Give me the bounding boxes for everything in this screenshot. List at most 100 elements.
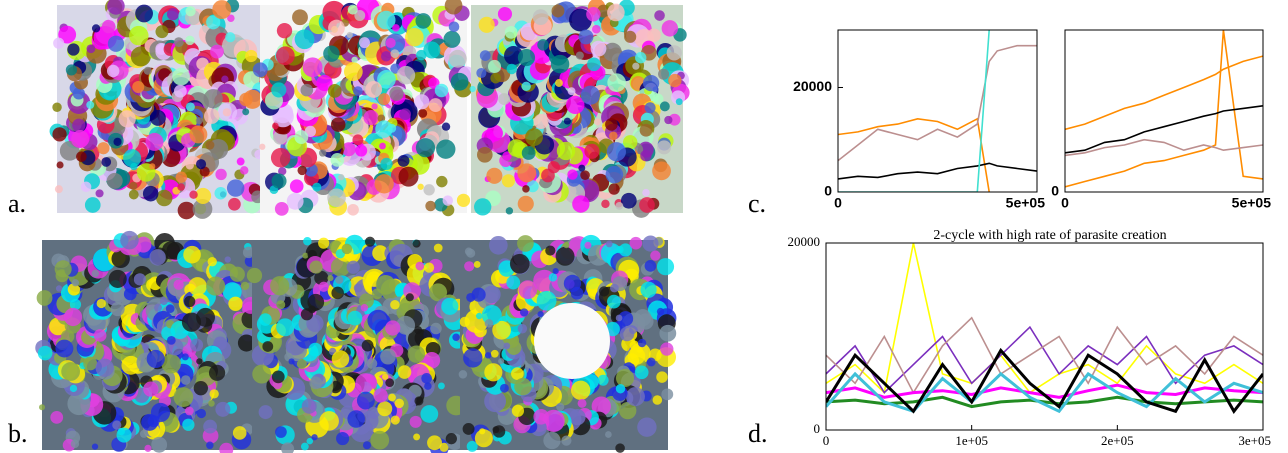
- texture-dot: [119, 110, 136, 127]
- texture-dot: [302, 399, 317, 414]
- line-chart: 005e+05: [1051, 30, 1271, 211]
- texture-dot: [474, 198, 491, 215]
- panel-label: d.: [748, 419, 768, 448]
- texture-dot: [190, 339, 203, 352]
- texture-dot: [196, 358, 202, 364]
- texture-dot: [129, 182, 137, 190]
- texture-dot: [578, 165, 585, 172]
- texture-dot: [140, 430, 148, 438]
- texture-dot: [132, 81, 144, 93]
- texture-dot: [676, 98, 683, 105]
- texture-dot: [332, 350, 350, 368]
- texture-dot: [178, 202, 196, 220]
- texture-dot: [107, 173, 123, 189]
- texture-dot: [237, 158, 245, 166]
- series-line: [826, 374, 1263, 411]
- texture-dot: [545, 245, 555, 255]
- texture-dot: [156, 190, 172, 206]
- texture-dot: [397, 66, 415, 84]
- texture-dot: [592, 25, 601, 34]
- series-line: [838, 119, 989, 192]
- texture-dot: [111, 302, 125, 316]
- texture-dot: [94, 329, 107, 342]
- texture-dot: [385, 320, 400, 335]
- texture-dot: [578, 399, 587, 408]
- texture-dot: [661, 388, 673, 400]
- texture-dot: [351, 57, 358, 64]
- texture-dot: [609, 132, 618, 141]
- x-tick-label: 5e+05: [1006, 195, 1046, 211]
- texture-dot: [427, 435, 442, 450]
- texture-dot: [276, 318, 294, 336]
- texture-dot: [294, 130, 308, 144]
- texture-dot: [653, 86, 659, 92]
- texture-dot: [601, 200, 609, 208]
- texture-dot: [328, 84, 342, 98]
- texture-dot: [196, 117, 203, 124]
- texture-dot: [66, 64, 77, 75]
- texture-dot: [295, 29, 315, 49]
- texture-dot: [607, 142, 626, 161]
- series-line: [1065, 140, 1263, 156]
- texture-dot: [488, 60, 501, 73]
- texture-dot: [309, 261, 322, 274]
- texture-dot: [475, 429, 493, 447]
- texture-dot: [382, 374, 388, 380]
- texture-dot: [491, 350, 499, 358]
- y-tick-label: 20000: [793, 78, 832, 94]
- texture-dot: [318, 238, 329, 249]
- texture-dot: [364, 110, 379, 125]
- texture-dot: [380, 158, 392, 170]
- texture-dot: [271, 82, 286, 97]
- texture-dot: [271, 148, 290, 167]
- texture-dot: [424, 382, 432, 390]
- y-tick-label: 0: [814, 421, 821, 436]
- texture-dot: [606, 241, 613, 248]
- texture-dot: [486, 168, 502, 184]
- texture-dot: [96, 189, 104, 197]
- texture-dot: [233, 426, 247, 440]
- texture-dot: [580, 170, 590, 180]
- texture-dot: [72, 279, 79, 286]
- texture-dot: [174, 85, 187, 98]
- texture-dot: [167, 8, 179, 20]
- plot-frame: [1065, 30, 1263, 192]
- texture-dot: [348, 5, 358, 15]
- texture-dot: [196, 308, 215, 327]
- texture-dot: [109, 270, 127, 288]
- texture-dot: [208, 257, 217, 266]
- texture-dot: [500, 384, 509, 393]
- texture-dot: [479, 17, 495, 33]
- texture-dot: [196, 159, 206, 169]
- series-line: [838, 163, 1037, 179]
- texture-dot: [640, 124, 653, 137]
- texture-dot: [160, 297, 168, 305]
- texture-dot: [319, 411, 339, 431]
- texture-dot: [568, 87, 576, 95]
- texture-dot: [435, 84, 449, 98]
- texture-dot: [594, 118, 601, 125]
- texture-dot: [230, 267, 245, 282]
- texture-dot: [275, 426, 287, 438]
- texture-dot: [563, 242, 569, 248]
- texture-dot: [637, 417, 656, 436]
- texture-dot: [518, 196, 534, 212]
- texture-dot: [71, 130, 89, 148]
- texture-dot: [504, 343, 511, 350]
- texture-dot: [270, 276, 289, 295]
- texture-dot: [173, 279, 183, 289]
- texture-dot: [151, 437, 167, 453]
- texture-dot: [206, 442, 214, 450]
- texture-dot: [331, 117, 346, 132]
- texture-dot: [457, 194, 470, 207]
- texture-dot: [301, 443, 309, 451]
- texture-dot: [389, 87, 403, 101]
- texture-dot: [182, 353, 189, 360]
- texture-dot: [640, 150, 651, 161]
- texture-dot: [466, 249, 475, 258]
- y-tick-label: 20000: [788, 234, 821, 249]
- texture-dot: [184, 296, 195, 307]
- texture-dot: [584, 242, 591, 249]
- texture-dot: [640, 282, 656, 298]
- texture-dot: [555, 79, 563, 87]
